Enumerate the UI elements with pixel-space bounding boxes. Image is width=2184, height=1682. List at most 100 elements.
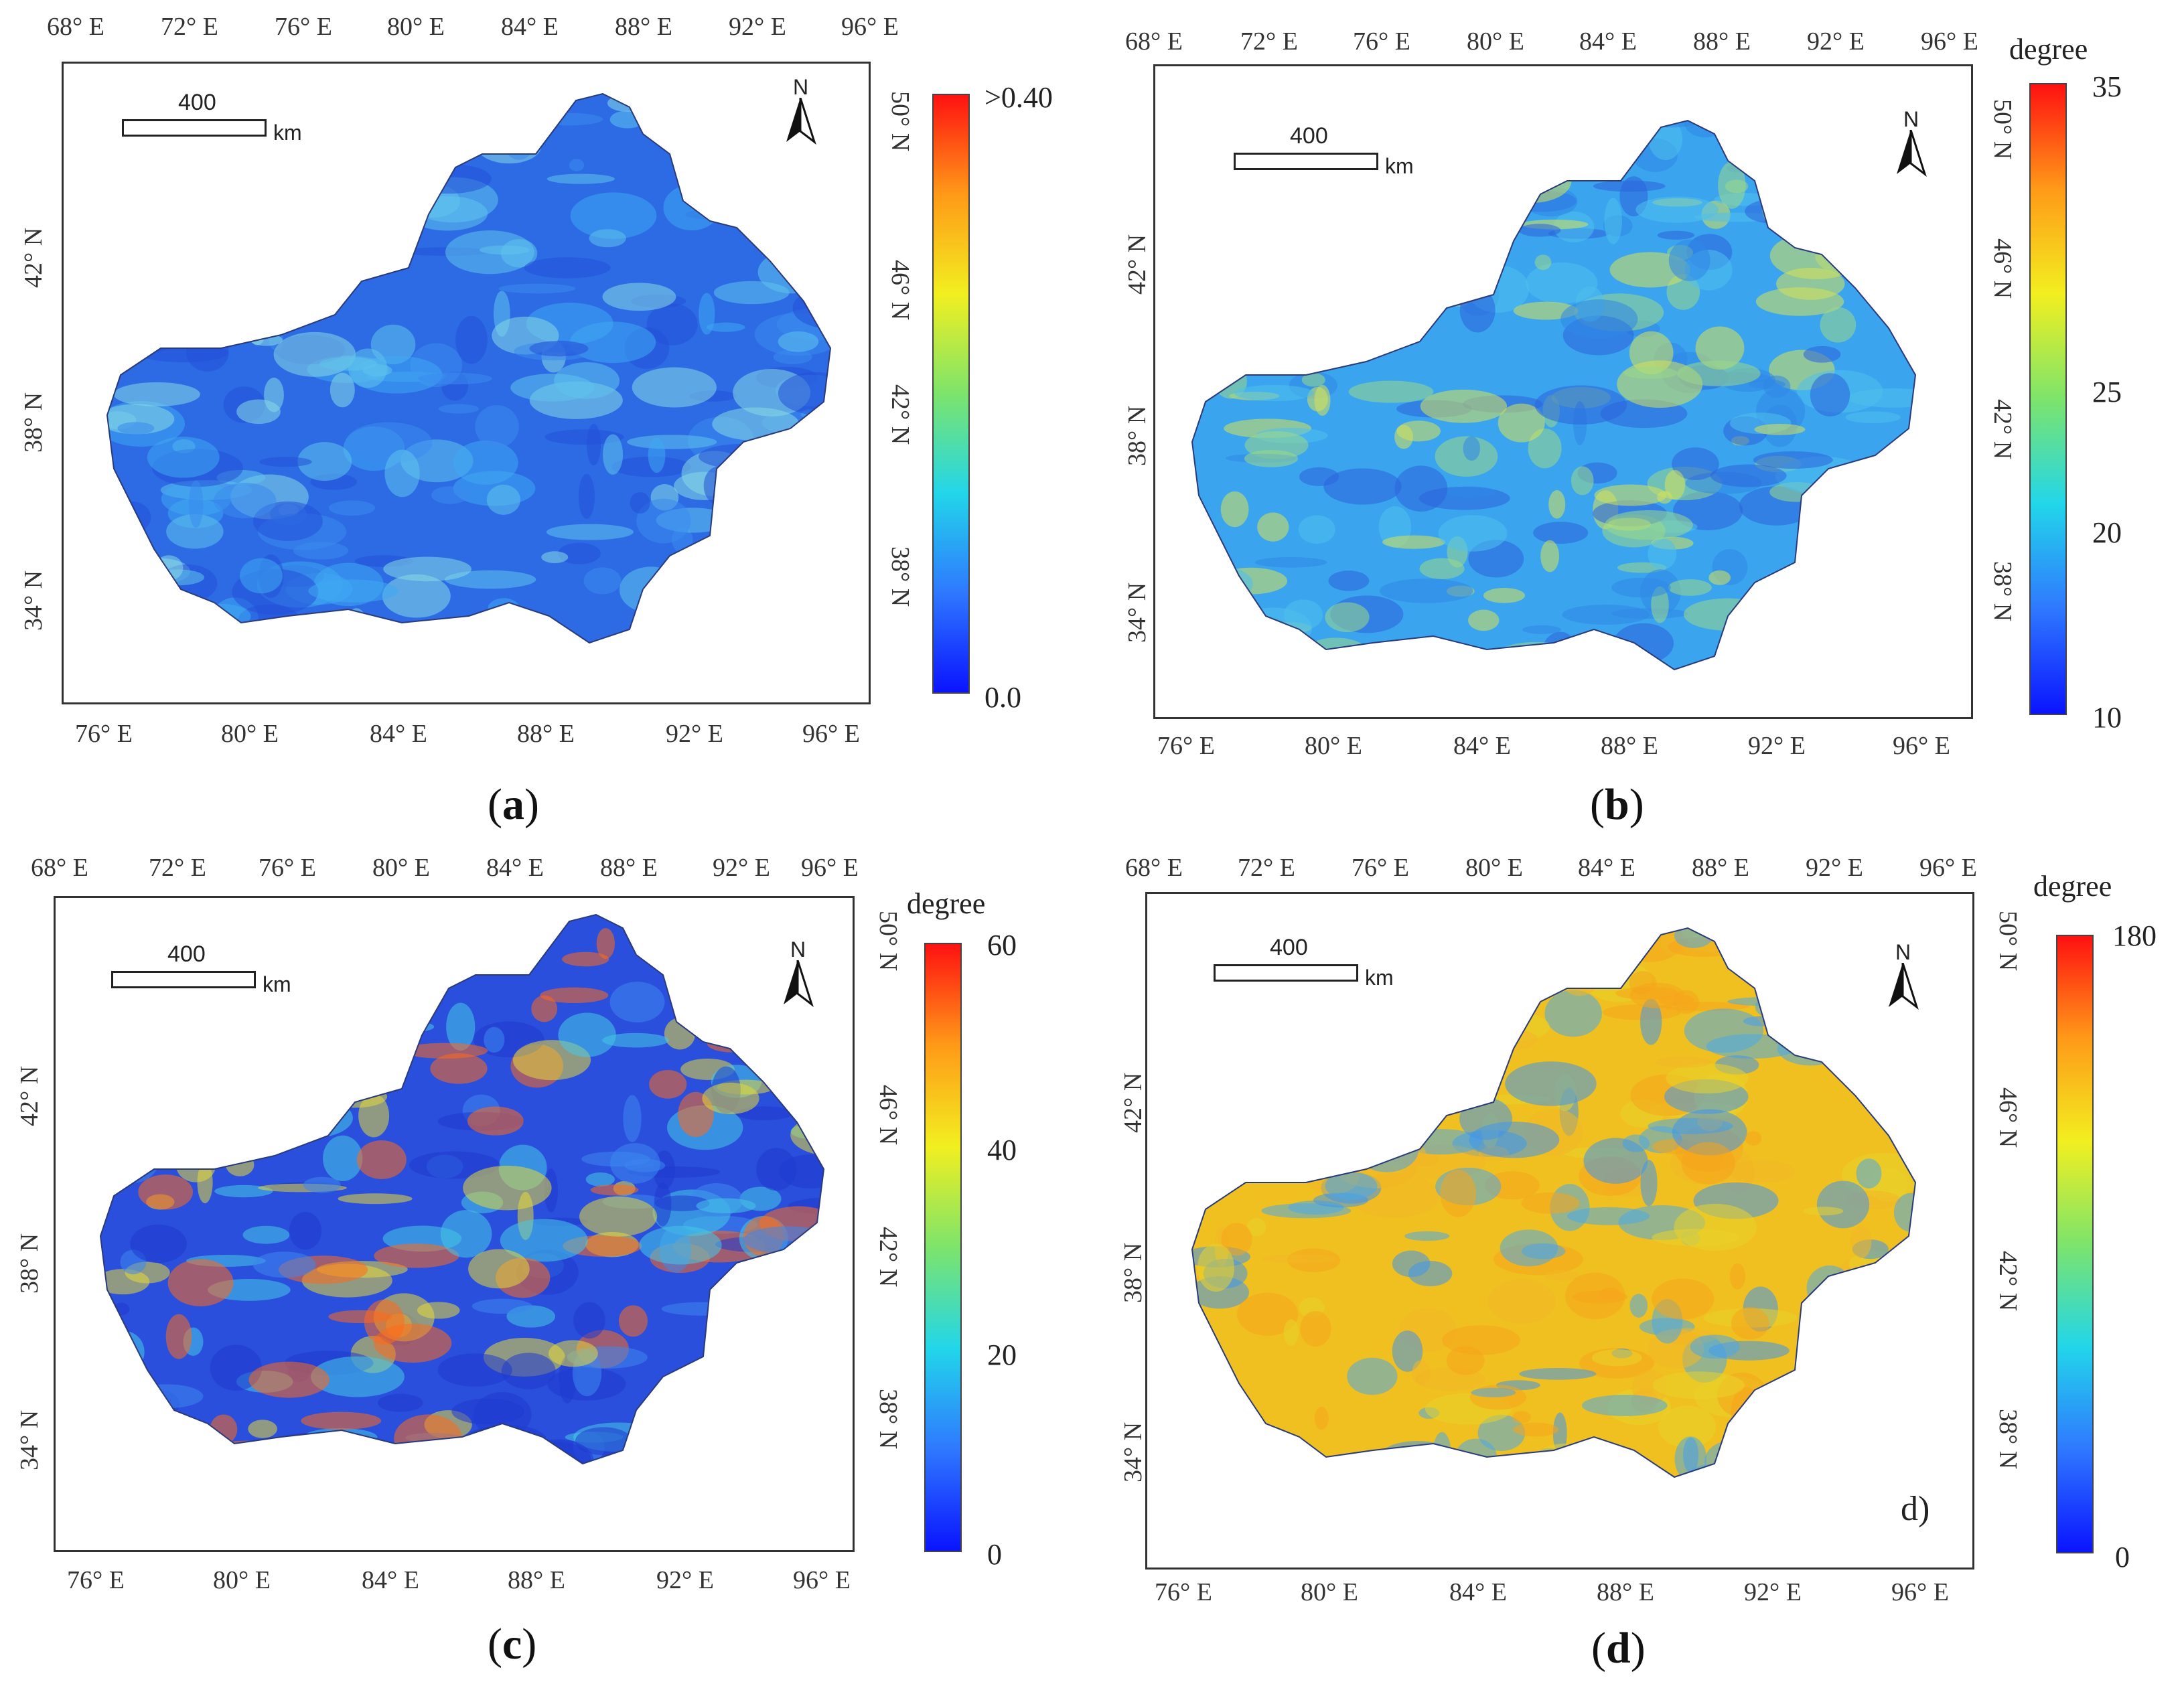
top-tick: 68° E xyxy=(1125,854,1183,882)
texture-patch xyxy=(387,144,435,163)
texture-patch xyxy=(1560,299,1638,339)
texture-patch xyxy=(1404,1231,1450,1241)
colorbar-min-label: 10 xyxy=(2092,701,2122,734)
texture-patch xyxy=(589,229,626,248)
texture-patch xyxy=(1613,623,1674,664)
texture-patch xyxy=(115,285,198,319)
texture-patch xyxy=(1831,125,1870,173)
north-arrow-icon xyxy=(1897,130,1927,177)
top-tick: 88° E xyxy=(600,854,658,882)
texture-patch xyxy=(1192,1429,1243,1440)
texture-patch xyxy=(1295,185,1387,231)
texture-patch xyxy=(1295,305,1348,329)
texture-patch xyxy=(1594,484,1667,506)
texture-patch xyxy=(558,1012,616,1057)
texture-patch xyxy=(1394,425,1413,449)
texture-patch xyxy=(778,372,830,415)
scale-unit: km xyxy=(1365,966,1394,990)
texture-patch xyxy=(1483,187,1521,202)
texture-patch xyxy=(1324,990,1414,1014)
texture-patch xyxy=(1323,468,1402,505)
right-tick: 42° N xyxy=(1994,1251,2022,1312)
texture-patch xyxy=(186,625,203,643)
texture-patch xyxy=(362,121,394,149)
texture-patch xyxy=(100,1269,150,1295)
texture-patch xyxy=(112,1420,199,1441)
texture-patch xyxy=(1655,1056,1712,1068)
texture-patch xyxy=(252,1251,316,1278)
colorbar-mid-label: 40 xyxy=(987,1134,1017,1166)
texture-patch xyxy=(1762,194,1826,213)
texture-patch xyxy=(786,1412,822,1457)
texture-patch xyxy=(214,483,277,518)
texture-patch xyxy=(1569,941,1593,968)
texture-patch xyxy=(424,1470,496,1510)
texture-patch xyxy=(301,1411,382,1430)
top-tick: 80° E xyxy=(1467,27,1524,56)
texture-patch xyxy=(259,457,312,467)
texture-patch xyxy=(328,500,376,516)
texture-patch xyxy=(516,1441,591,1464)
texture-patch xyxy=(167,1006,218,1038)
top-tick: 68° E xyxy=(1125,27,1183,56)
texture-patch xyxy=(113,1302,130,1316)
texture-patch xyxy=(356,1140,407,1179)
texture-patch xyxy=(776,547,830,581)
texture-patch xyxy=(502,1436,538,1464)
texture-patch xyxy=(107,1117,180,1147)
texture-patch xyxy=(1359,286,1402,324)
texture-patch xyxy=(1192,291,1234,315)
texture-patch xyxy=(439,1439,484,1457)
scale-value: 400 xyxy=(1270,935,1308,960)
texture-patch xyxy=(169,210,218,231)
texture-patch xyxy=(1611,577,1671,598)
top-tick: 88° E xyxy=(1693,27,1751,56)
bottom-tick: 80° E xyxy=(221,720,279,748)
texture-patch xyxy=(788,1430,824,1446)
texture-patch xyxy=(1635,196,1719,223)
texture-patch xyxy=(808,1470,853,1499)
texture-patch xyxy=(1755,1438,1842,1454)
region-map xyxy=(1191,927,1917,1478)
texture-patch xyxy=(1381,1053,1457,1099)
texture-patch xyxy=(504,126,534,160)
texture-patch xyxy=(1200,1060,1288,1087)
texture-patch xyxy=(1512,1411,1531,1424)
texture-patch xyxy=(729,1462,768,1464)
texture-patch xyxy=(143,215,204,250)
texture-patch xyxy=(1220,491,1249,528)
caption-letter: b xyxy=(1604,780,1629,829)
texture-patch xyxy=(1870,1295,1914,1334)
texture-patch xyxy=(1604,510,1693,540)
top-tick: 96° E xyxy=(841,13,899,41)
texture-patch xyxy=(1429,121,1445,141)
texture-patch xyxy=(117,1091,145,1105)
north-label: N xyxy=(1903,107,1919,131)
texture-patch xyxy=(1300,1310,1331,1347)
texture-patch xyxy=(1674,1203,1757,1251)
texture-patch xyxy=(243,1096,291,1120)
texture-patch xyxy=(115,566,143,608)
texture-patch xyxy=(1471,1387,1516,1397)
texture-patch xyxy=(1684,1008,1764,1053)
texture-patch xyxy=(1533,1444,1594,1477)
texture-patch xyxy=(1770,934,1860,959)
texture-patch xyxy=(596,928,615,960)
scale-unit: km xyxy=(1385,154,1414,178)
texture-patch xyxy=(1652,1371,1745,1399)
texture-patch xyxy=(372,147,420,183)
texture-patch xyxy=(1224,1038,1295,1079)
texture-patch xyxy=(1810,1375,1880,1407)
texture-patch xyxy=(1668,239,1710,281)
texture-patch xyxy=(1431,958,1514,991)
texture-patch xyxy=(1790,1434,1837,1455)
texture-patch xyxy=(1502,183,1522,207)
texture-patch xyxy=(1585,931,1646,953)
texture-patch xyxy=(242,164,334,198)
texture-patch xyxy=(623,1095,642,1142)
texture-patch xyxy=(261,1121,330,1130)
texture-patch xyxy=(793,1039,824,1081)
top-tick: 84° E xyxy=(1579,27,1637,56)
texture-patch xyxy=(1861,542,1915,590)
right-tick: 46° N xyxy=(1988,238,2017,299)
